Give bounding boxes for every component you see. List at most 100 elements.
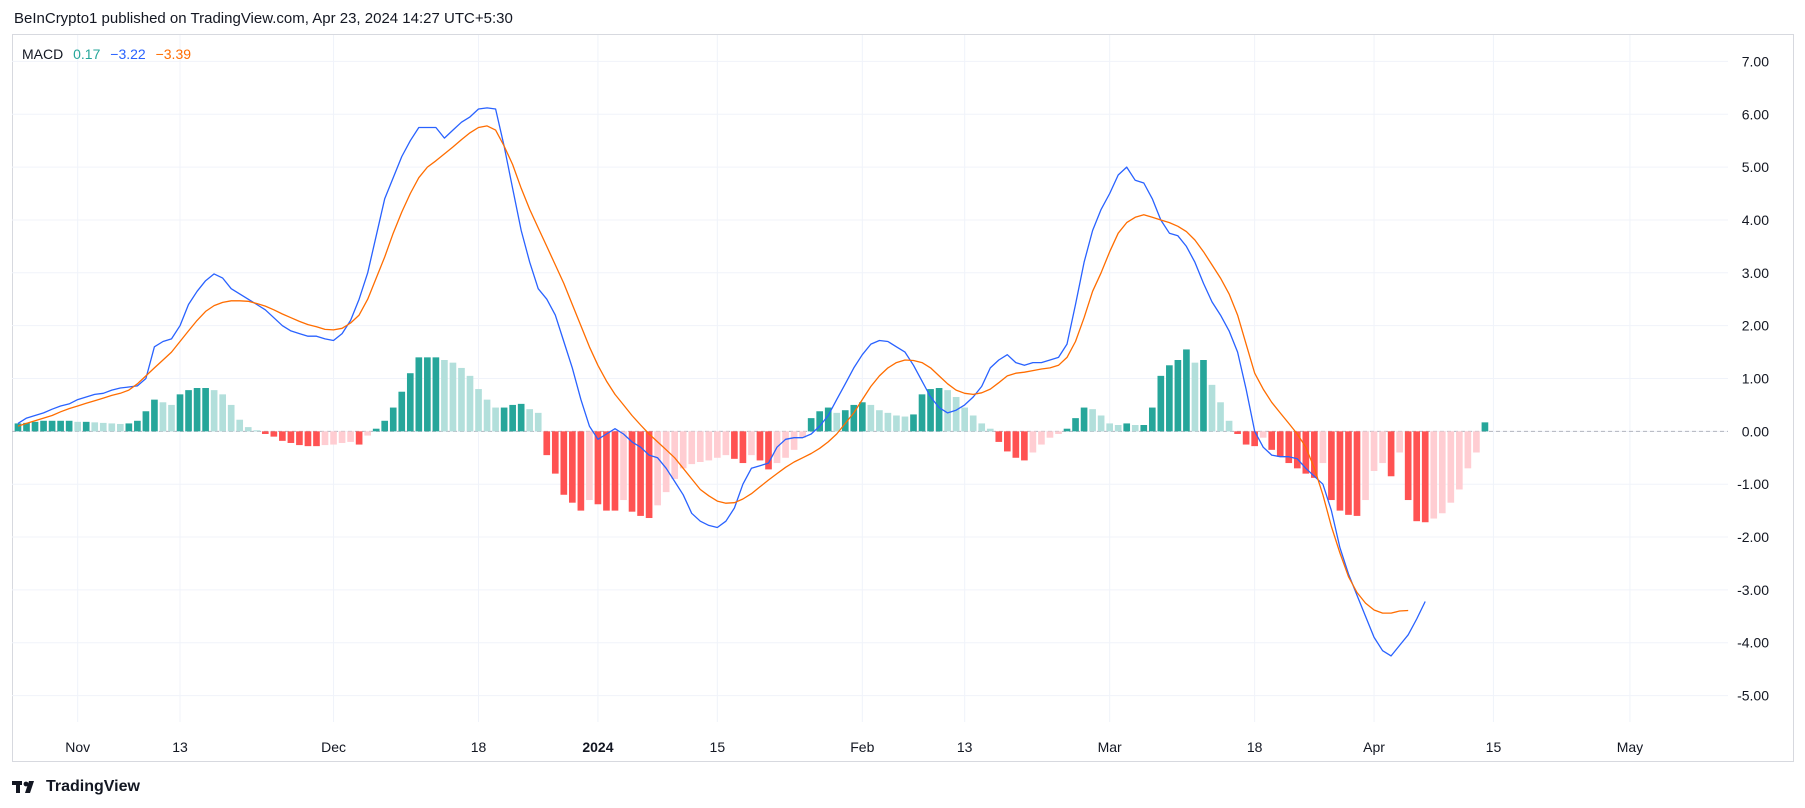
y-tick-label: 3.00 (1742, 265, 1769, 281)
histogram-bar (364, 431, 371, 436)
histogram-bar (517, 403, 525, 432)
histogram-bar (1046, 431, 1054, 438)
histogram-bar (637, 431, 644, 516)
histogram-bar (355, 431, 363, 445)
histogram-bar (790, 431, 798, 450)
histogram-bar (1038, 431, 1045, 445)
histogram-bar (1430, 431, 1438, 519)
histogram-bar (1097, 415, 1105, 432)
publisher-caption: BeInCrypto1 published on TradingView.com… (14, 10, 513, 27)
histogram-bar (415, 357, 423, 432)
histogram-bar (1251, 431, 1258, 447)
histogram-bar (526, 409, 534, 432)
histogram-bar (705, 431, 713, 461)
histogram-bar (48, 420, 56, 432)
histogram-bar (185, 390, 192, 432)
histogram-bar (1311, 431, 1318, 478)
histogram-bar (850, 404, 858, 432)
histogram-bar (551, 431, 559, 474)
histogram-bar (1217, 402, 1224, 432)
histogram-bar (1353, 431, 1361, 516)
histogram-bar (270, 431, 278, 437)
histogram-bar (918, 394, 926, 432)
histogram-bar (748, 431, 755, 456)
histogram-bar (176, 394, 184, 432)
histogram-bar (1413, 431, 1421, 522)
histogram-bar (969, 415, 977, 432)
histogram-bar (995, 431, 1003, 442)
y-tick-label: 6.00 (1742, 106, 1769, 122)
histogram-bar (296, 431, 303, 446)
histogram-bar (1396, 431, 1403, 453)
y-tick-label: -5.00 (1737, 688, 1769, 704)
histogram-bar (40, 420, 47, 432)
histogram-bar (372, 428, 380, 432)
histogram-bar (560, 431, 568, 495)
histogram-bar (424, 357, 431, 432)
histogram-bar (31, 421, 39, 432)
histogram-bar (65, 420, 73, 432)
histogram-bar (1029, 431, 1037, 453)
histogram-bar (1063, 428, 1071, 432)
histogram-bar (108, 423, 116, 432)
histogram-bar (807, 418, 815, 432)
histogram-bar (82, 421, 90, 432)
histogram-bar (910, 414, 917, 432)
histogram-bar (1055, 431, 1062, 434)
histogram-bar (1200, 360, 1207, 432)
histogram-bar (841, 410, 849, 432)
x-tick-label: 15 (1486, 739, 1502, 755)
histogram-bar (492, 407, 499, 432)
histogram-bar (14, 423, 22, 432)
tradingview-logo[interactable]: TradingView (12, 778, 140, 796)
x-tick-label: Nov (65, 739, 90, 755)
histogram-bar (1021, 431, 1028, 461)
x-tick-label: 13 (957, 739, 973, 755)
histogram-bar (1131, 425, 1139, 432)
tradingview-logo-icon (12, 781, 34, 793)
histogram-bar (261, 431, 269, 434)
histogram-bar (475, 389, 482, 432)
legend-hist-value: 0.17 (73, 46, 101, 62)
histogram-bar (654, 431, 661, 506)
histogram-bar (534, 412, 542, 432)
macd-legend: MACD 0.17 −3.22 −3.39 (22, 46, 197, 62)
histogram-bar (1464, 431, 1472, 469)
histogram-bar (662, 431, 670, 493)
x-axis: Nov 13 Dec 18 2024 15 Feb 13 Mar 18 Apr 15 May (65, 739, 1643, 755)
histogram-bar (168, 404, 175, 432)
histogram-bar (125, 423, 133, 432)
histogram-bar (1166, 365, 1173, 432)
histogram-bar (441, 360, 448, 432)
chart-frame[interactable] (12, 34, 1794, 762)
histogram-bar (1404, 431, 1412, 501)
histogram-bar (978, 423, 986, 432)
histogram-bar (1259, 431, 1267, 438)
histogram-bar (236, 419, 244, 432)
histogram-bar (1183, 349, 1190, 432)
histogram-bar (824, 407, 832, 432)
y-tick-label: 1.00 (1742, 371, 1769, 387)
histogram-bar (1089, 409, 1096, 432)
histogram-bar (935, 388, 943, 432)
histogram-bar (679, 431, 687, 469)
histogram-bar (1234, 431, 1241, 434)
histogram-bar (1336, 431, 1344, 511)
histogram-bar (816, 411, 824, 432)
lines-layer (17, 107, 1426, 657)
y-tick-label: -3.00 (1737, 582, 1769, 598)
histogram-bar (1328, 431, 1335, 501)
histogram-bar (1157, 375, 1165, 432)
histogram-bar (1072, 418, 1079, 432)
histogram-bar (134, 420, 141, 432)
signal-line (17, 125, 1409, 614)
y-axis: 7.00 6.00 5.00 4.00 3.00 2.00 1.00 0.00 -1.00 -2.… (1737, 53, 1769, 703)
histogram-bar (483, 399, 491, 432)
histogram-bar (1293, 431, 1301, 469)
histogram-bar (432, 357, 440, 432)
x-tick-label: 18 (1247, 739, 1263, 755)
histogram-bar (219, 394, 226, 432)
y-tick-label: 0.00 (1742, 423, 1769, 439)
histogram-bar (210, 390, 218, 432)
